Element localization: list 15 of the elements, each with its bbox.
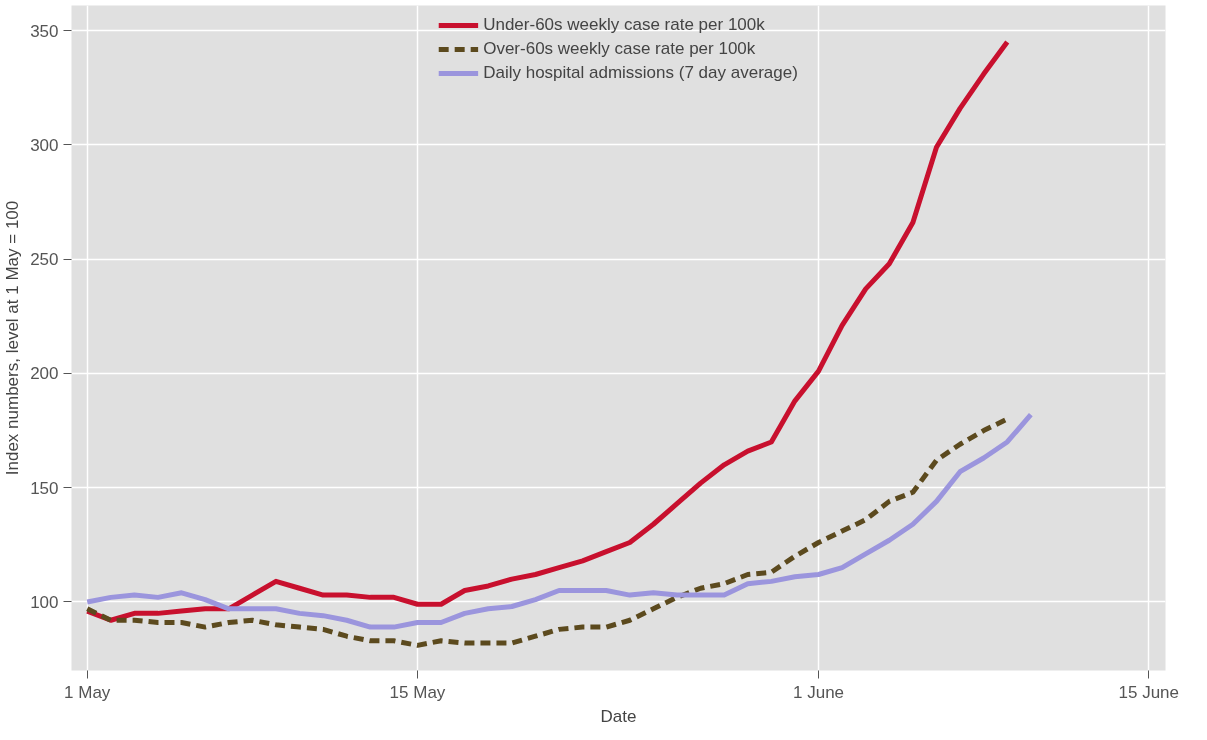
legend-label: Under-60s weekly case rate per 100k: [483, 15, 765, 35]
x-tick-label: 1 May: [64, 682, 111, 702]
legend-label: Daily hospital admissions (7 day average): [483, 63, 798, 83]
x-axis-title: Date: [600, 706, 637, 726]
y-tick-label: 150: [30, 478, 59, 498]
y-axis-title: Index numbers, level at 1 May = 100: [3, 200, 23, 476]
y-tick-label: 100: [30, 592, 59, 612]
y-tick-label: 250: [30, 250, 59, 270]
x-tick-label: 15 June: [1118, 682, 1180, 702]
legend-label: Over-60s weekly case rate per 100k: [483, 39, 756, 59]
y-tick-label: 200: [30, 364, 59, 384]
x-tick-label: 1 June: [793, 682, 845, 702]
y-tick-label: 350: [30, 21, 59, 41]
y-tick-label: 300: [30, 135, 59, 155]
x-tick-label: 15 May: [389, 682, 446, 702]
